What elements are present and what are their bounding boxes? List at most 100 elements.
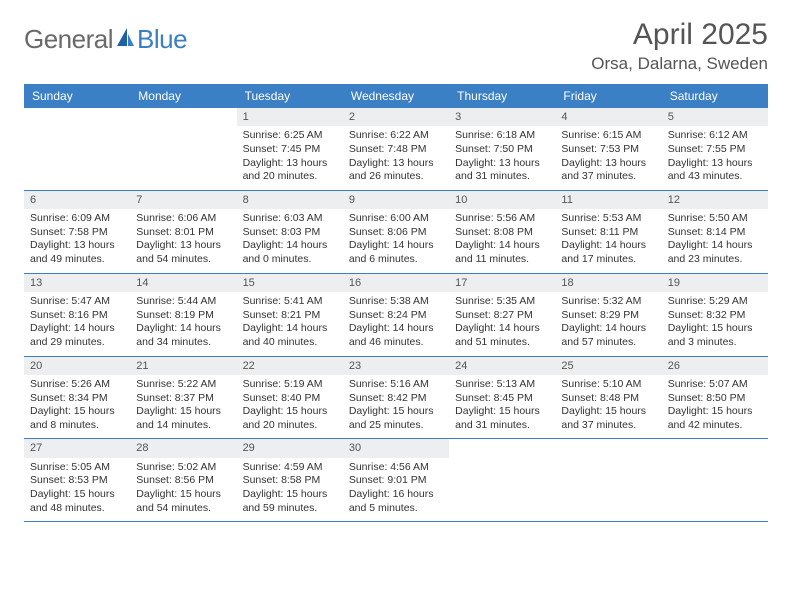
day-body: Sunrise: 5:32 AMSunset: 8:29 PMDaylight:… bbox=[555, 292, 661, 356]
sunrise-text: Sunrise: 5:13 AM bbox=[455, 378, 549, 392]
day-cell: 26Sunrise: 5:07 AMSunset: 8:50 PMDayligh… bbox=[662, 357, 768, 439]
daylight-text: Daylight: 15 hours and 25 minutes. bbox=[349, 405, 443, 432]
sunrise-text: Sunrise: 5:44 AM bbox=[136, 295, 230, 309]
daylight-text: Daylight: 13 hours and 54 minutes. bbox=[136, 239, 230, 266]
sunset-text: Sunset: 8:48 PM bbox=[561, 392, 655, 406]
sunset-text: Sunset: 8:53 PM bbox=[30, 474, 124, 488]
day-number: 30 bbox=[343, 439, 449, 457]
daylight-text: Daylight: 14 hours and 17 minutes. bbox=[561, 239, 655, 266]
day-cell: 4Sunrise: 6:15 AMSunset: 7:53 PMDaylight… bbox=[555, 108, 661, 190]
day-body: Sunrise: 6:25 AMSunset: 7:45 PMDaylight:… bbox=[237, 126, 343, 190]
daylight-text: Daylight: 15 hours and 37 minutes. bbox=[561, 405, 655, 432]
day-cell: 6Sunrise: 6:09 AMSunset: 7:58 PMDaylight… bbox=[24, 191, 130, 273]
sunrise-text: Sunrise: 6:09 AM bbox=[30, 212, 124, 226]
daylight-text: Daylight: 14 hours and 29 minutes. bbox=[30, 322, 124, 349]
daylight-text: Daylight: 14 hours and 57 minutes. bbox=[561, 322, 655, 349]
sunrise-text: Sunrise: 5:47 AM bbox=[30, 295, 124, 309]
day-cell: 2Sunrise: 6:22 AMSunset: 7:48 PMDaylight… bbox=[343, 108, 449, 190]
day-number: 25 bbox=[555, 357, 661, 375]
day-number: 6 bbox=[24, 191, 130, 209]
daylight-text: Daylight: 13 hours and 37 minutes. bbox=[561, 157, 655, 184]
sunset-text: Sunset: 7:48 PM bbox=[349, 143, 443, 157]
sunset-text: Sunset: 8:40 PM bbox=[243, 392, 337, 406]
day-body: Sunrise: 6:00 AMSunset: 8:06 PMDaylight:… bbox=[343, 209, 449, 273]
daylight-text: Daylight: 13 hours and 26 minutes. bbox=[349, 157, 443, 184]
day-body: Sunrise: 5:53 AMSunset: 8:11 PMDaylight:… bbox=[555, 209, 661, 273]
dayname: Friday bbox=[555, 84, 661, 108]
sunrise-text: Sunrise: 5:38 AM bbox=[349, 295, 443, 309]
day-number: 17 bbox=[449, 274, 555, 292]
day-body: Sunrise: 5:07 AMSunset: 8:50 PMDaylight:… bbox=[662, 375, 768, 439]
sunrise-text: Sunrise: 6:12 AM bbox=[668, 129, 762, 143]
week-row: 13Sunrise: 5:47 AMSunset: 8:16 PMDayligh… bbox=[24, 274, 768, 357]
day-body: Sunrise: 5:02 AMSunset: 8:56 PMDaylight:… bbox=[130, 458, 236, 522]
empty-cell bbox=[555, 439, 661, 521]
empty-cell bbox=[449, 439, 555, 521]
sunset-text: Sunset: 7:53 PM bbox=[561, 143, 655, 157]
sunrise-text: Sunrise: 5:19 AM bbox=[243, 378, 337, 392]
sunset-text: Sunset: 7:58 PM bbox=[30, 226, 124, 240]
day-number: 3 bbox=[449, 108, 555, 126]
day-body: Sunrise: 6:22 AMSunset: 7:48 PMDaylight:… bbox=[343, 126, 449, 190]
day-number: 23 bbox=[343, 357, 449, 375]
day-body: Sunrise: 6:18 AMSunset: 7:50 PMDaylight:… bbox=[449, 126, 555, 190]
day-cell: 10Sunrise: 5:56 AMSunset: 8:08 PMDayligh… bbox=[449, 191, 555, 273]
day-body: Sunrise: 5:50 AMSunset: 8:14 PMDaylight:… bbox=[662, 209, 768, 273]
day-body: Sunrise: 5:22 AMSunset: 8:37 PMDaylight:… bbox=[130, 375, 236, 439]
sunrise-text: Sunrise: 6:18 AM bbox=[455, 129, 549, 143]
day-cell: 15Sunrise: 5:41 AMSunset: 8:21 PMDayligh… bbox=[237, 274, 343, 356]
day-cell: 9Sunrise: 6:00 AMSunset: 8:06 PMDaylight… bbox=[343, 191, 449, 273]
sunrise-text: Sunrise: 5:02 AM bbox=[136, 461, 230, 475]
week-row: 1Sunrise: 6:25 AMSunset: 7:45 PMDaylight… bbox=[24, 108, 768, 191]
day-number: 12 bbox=[662, 191, 768, 209]
header: General Blue April 2025 Orsa, Dalarna, S… bbox=[24, 18, 768, 74]
sunset-text: Sunset: 7:50 PM bbox=[455, 143, 549, 157]
daylight-text: Daylight: 13 hours and 20 minutes. bbox=[243, 157, 337, 184]
sunrise-text: Sunrise: 5:35 AM bbox=[455, 295, 549, 309]
title-block: April 2025 Orsa, Dalarna, Sweden bbox=[591, 18, 768, 74]
sunset-text: Sunset: 8:27 PM bbox=[455, 309, 549, 323]
sunrise-text: Sunrise: 5:07 AM bbox=[668, 378, 762, 392]
sunrise-text: Sunrise: 6:22 AM bbox=[349, 129, 443, 143]
sunset-text: Sunset: 7:45 PM bbox=[243, 143, 337, 157]
day-cell: 8Sunrise: 6:03 AMSunset: 8:03 PMDaylight… bbox=[237, 191, 343, 273]
sunset-text: Sunset: 8:32 PM bbox=[668, 309, 762, 323]
daylight-text: Daylight: 15 hours and 14 minutes. bbox=[136, 405, 230, 432]
logo-sail-icon bbox=[115, 26, 135, 53]
day-cell: 18Sunrise: 5:32 AMSunset: 8:29 PMDayligh… bbox=[555, 274, 661, 356]
day-cell: 29Sunrise: 4:59 AMSunset: 8:58 PMDayligh… bbox=[237, 439, 343, 521]
day-body: Sunrise: 5:56 AMSunset: 8:08 PMDaylight:… bbox=[449, 209, 555, 273]
sunrise-text: Sunrise: 6:15 AM bbox=[561, 129, 655, 143]
day-cell: 17Sunrise: 5:35 AMSunset: 8:27 PMDayligh… bbox=[449, 274, 555, 356]
sunrise-text: Sunrise: 5:26 AM bbox=[30, 378, 124, 392]
day-cell: 3Sunrise: 6:18 AMSunset: 7:50 PMDaylight… bbox=[449, 108, 555, 190]
sunset-text: Sunset: 9:01 PM bbox=[349, 474, 443, 488]
sunset-text: Sunset: 7:55 PM bbox=[668, 143, 762, 157]
sunset-text: Sunset: 8:50 PM bbox=[668, 392, 762, 406]
day-cell: 23Sunrise: 5:16 AMSunset: 8:42 PMDayligh… bbox=[343, 357, 449, 439]
day-cell: 28Sunrise: 5:02 AMSunset: 8:56 PMDayligh… bbox=[130, 439, 236, 521]
day-cell: 25Sunrise: 5:10 AMSunset: 8:48 PMDayligh… bbox=[555, 357, 661, 439]
sunrise-text: Sunrise: 5:16 AM bbox=[349, 378, 443, 392]
day-cell: 1Sunrise: 6:25 AMSunset: 7:45 PMDaylight… bbox=[237, 108, 343, 190]
day-body: Sunrise: 5:10 AMSunset: 8:48 PMDaylight:… bbox=[555, 375, 661, 439]
daylight-text: Daylight: 14 hours and 11 minutes. bbox=[455, 239, 549, 266]
sunrise-text: Sunrise: 6:00 AM bbox=[349, 212, 443, 226]
sunrise-text: Sunrise: 5:41 AM bbox=[243, 295, 337, 309]
daylight-text: Daylight: 15 hours and 31 minutes. bbox=[455, 405, 549, 432]
calendar: SundayMondayTuesdayWednesdayThursdayFrid… bbox=[24, 84, 768, 522]
sunset-text: Sunset: 8:11 PM bbox=[561, 226, 655, 240]
day-body: Sunrise: 5:41 AMSunset: 8:21 PMDaylight:… bbox=[237, 292, 343, 356]
day-body: Sunrise: 4:59 AMSunset: 8:58 PMDaylight:… bbox=[237, 458, 343, 522]
day-cell: 24Sunrise: 5:13 AMSunset: 8:45 PMDayligh… bbox=[449, 357, 555, 439]
empty-cell bbox=[24, 108, 130, 190]
day-number: 22 bbox=[237, 357, 343, 375]
sunrise-text: Sunrise: 5:05 AM bbox=[30, 461, 124, 475]
sunrise-text: Sunrise: 5:50 AM bbox=[668, 212, 762, 226]
sunrise-text: Sunrise: 5:10 AM bbox=[561, 378, 655, 392]
week-row: 27Sunrise: 5:05 AMSunset: 8:53 PMDayligh… bbox=[24, 439, 768, 522]
sunset-text: Sunset: 8:45 PM bbox=[455, 392, 549, 406]
daylight-text: Daylight: 13 hours and 31 minutes. bbox=[455, 157, 549, 184]
sunset-text: Sunset: 8:03 PM bbox=[243, 226, 337, 240]
sunset-text: Sunset: 8:01 PM bbox=[136, 226, 230, 240]
